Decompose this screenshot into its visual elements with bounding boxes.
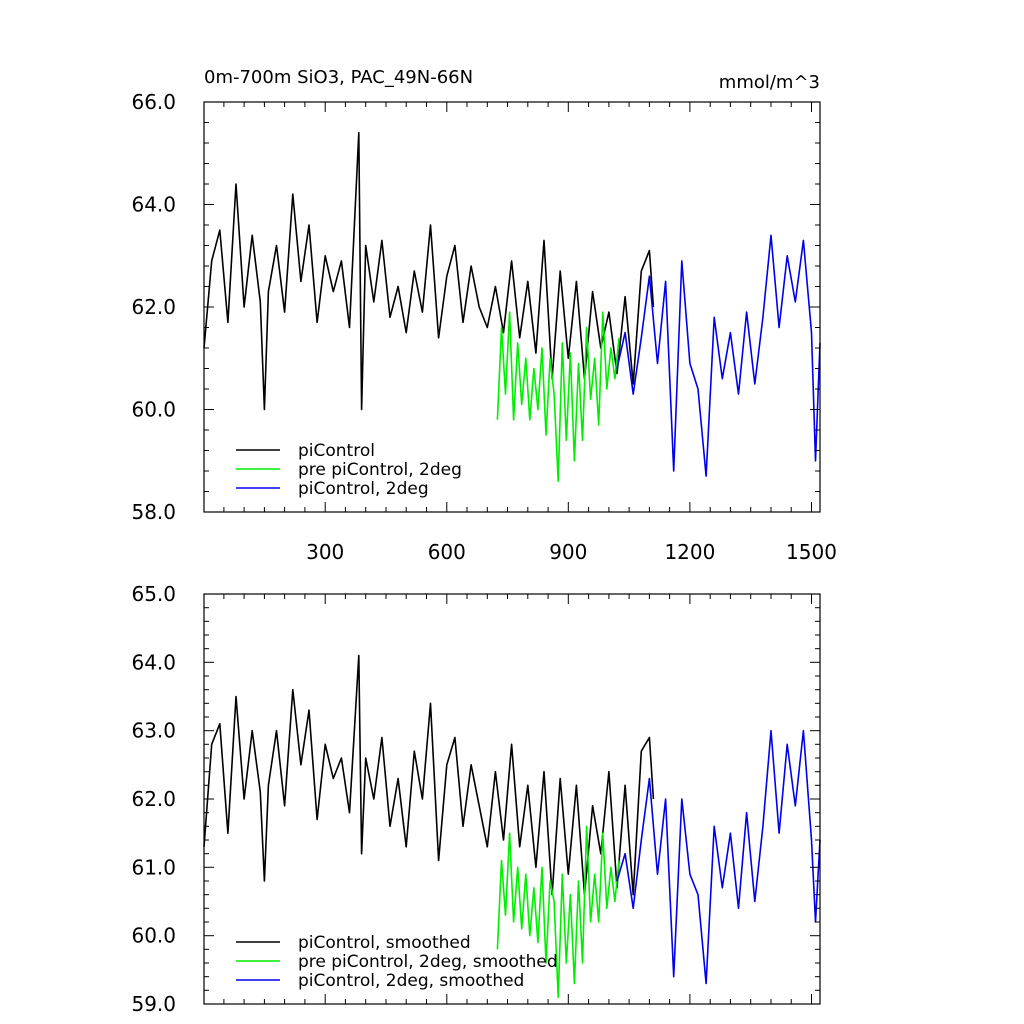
y-tick-label: 61.0 [131, 855, 176, 879]
series-line-2 [496, 825, 620, 999]
series-line-3 [616, 234, 821, 477]
legend-label-2: pre piControl, 2deg, smoothed [298, 952, 558, 972]
legend-label-3: piControl, 2deg, smoothed [298, 971, 524, 991]
bottom-axes: 59.0 60.0 61.0 62.0 63.0 64.0 65.0 [131, 582, 821, 1016]
series-line-1 [203, 131, 655, 411]
legend-label-1: piControl, smoothed [298, 933, 471, 953]
top-axes: 300 600 900 1200 1500 58.0 60.0 62.0 64.0 66.0 [131, 90, 836, 564]
y-tick-label: 62.0 [131, 295, 176, 319]
top-series-layer [203, 131, 821, 483]
x-tick-label: 300 [306, 540, 344, 564]
legend-label-1: piControl [298, 441, 375, 461]
y-tick-label: 58.0 [131, 500, 176, 524]
x-tick-label: 600 [428, 540, 466, 564]
y-tick-label: 65.0 [131, 582, 176, 606]
plot-frame [203, 593, 821, 1005]
x-tick-label: 1200 [664, 540, 715, 564]
units-label: mmol/m^3 [719, 72, 820, 93]
legend-label-2: pre piControl, 2deg [298, 460, 462, 480]
y-tick-label: 59.0 [131, 992, 176, 1016]
y-tick-label: 64.0 [131, 650, 176, 674]
y-tick-label: 62.0 [131, 787, 176, 811]
series-line-2 [496, 311, 620, 483]
x-tick-label: 1500 [786, 540, 837, 564]
series-line-1 [203, 654, 655, 896]
legend-label-3: piControl, 2deg [298, 479, 429, 499]
plot-frame [203, 101, 821, 513]
y-tick-label: 64.0 [131, 193, 176, 217]
bottom-series-layer [203, 654, 821, 999]
series-line-3 [616, 729, 821, 985]
y-tick-label: 60.0 [131, 398, 176, 422]
y-tick-label: 66.0 [131, 90, 176, 114]
chart-title: 0m-700m SiO3, PAC_49N-66N [204, 67, 473, 88]
y-tick-label: 63.0 [131, 719, 176, 743]
x-tick-label: 900 [549, 540, 587, 564]
y-tick-label: 60.0 [131, 924, 176, 948]
top-panel: 0m-700m SiO3, PAC_49N-66N mmol/m^3 300 60… [131, 67, 836, 564]
bottom-panel: 59.0 60.0 61.0 62.0 63.0 64.0 65.0 piControl, … [131, 582, 821, 1016]
